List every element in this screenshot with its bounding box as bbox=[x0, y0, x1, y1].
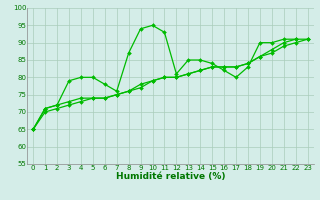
X-axis label: Humidité relative (%): Humidité relative (%) bbox=[116, 172, 225, 181]
